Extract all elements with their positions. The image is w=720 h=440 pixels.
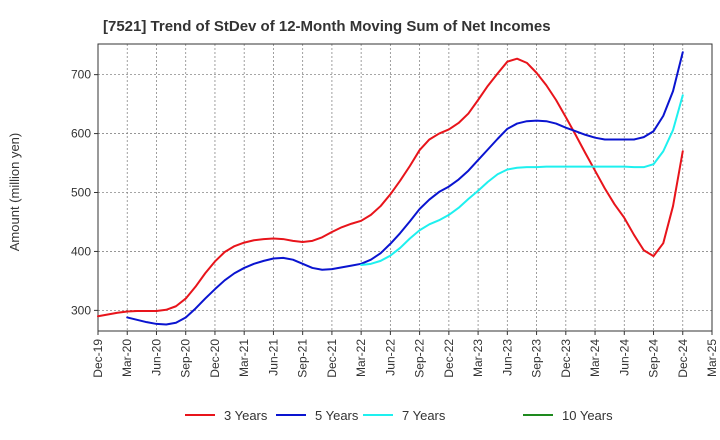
legend-label-7-years: 7 Years (402, 408, 446, 423)
x-tick-label: Sep-20 (179, 339, 193, 378)
x-tick-label: Mar-22 (354, 339, 368, 377)
x-tick-label: Jun-24 (617, 339, 631, 376)
x-tick-label: Mar-25 (705, 339, 719, 377)
y-axis-label: Amount (million yen) (7, 133, 22, 252)
x-tick-label: Dec-22 (442, 339, 456, 378)
x-tick-label: Sep-24 (647, 339, 661, 378)
series-line-7-years (360, 94, 684, 266)
y-tick-label: 300 (71, 303, 91, 317)
x-tick-label: Jun-21 (266, 339, 280, 376)
plot-frame (97, 43, 713, 332)
legend-label-10-years: 10 Years (562, 408, 613, 423)
x-tick-label: Mar-20 (120, 339, 134, 377)
legend-label-5-years: 5 Years (315, 408, 359, 423)
x-tick-label: Sep-23 (530, 339, 544, 378)
legend-label-3-years: 3 Years (224, 408, 268, 423)
series-line-5-years (126, 51, 684, 326)
y-tick-label: 600 (71, 127, 91, 141)
x-tick-label: Jun-22 (383, 339, 397, 376)
x-tick-label: Sep-21 (296, 339, 310, 378)
x-tick-label: Mar-23 (471, 339, 485, 377)
x-tick-label: Dec-24 (676, 339, 690, 378)
x-tick-label: Dec-20 (208, 339, 222, 378)
series-line-3-years (97, 57, 684, 318)
legend: 3 Years 5 Years 7 Years 10 Years (185, 408, 613, 423)
x-tick-label: Mar-21 (237, 339, 251, 377)
x-tick-label: Dec-21 (325, 339, 339, 378)
x-tick-label: Mar-24 (588, 339, 602, 377)
plot-area: Dec-19 Mar-20 Jun-20 Sep-20 Dec-20 Mar-21 Jun-… (71, 43, 719, 378)
chart-title: [7521] Trend of StDev of 12-Month Moving… (103, 18, 551, 35)
x-tick-label: Dec-23 (559, 339, 573, 378)
x-tick-label: Jun-23 (500, 339, 514, 376)
x-tick-label: Jun-20 (149, 339, 163, 376)
y-tick-label: 500 (71, 186, 91, 200)
y-tick-label: 400 (71, 244, 91, 258)
x-tick-label: Dec-19 (91, 339, 105, 378)
y-tick-label: 700 (71, 68, 91, 82)
x-tick-label: Sep-22 (413, 339, 427, 378)
